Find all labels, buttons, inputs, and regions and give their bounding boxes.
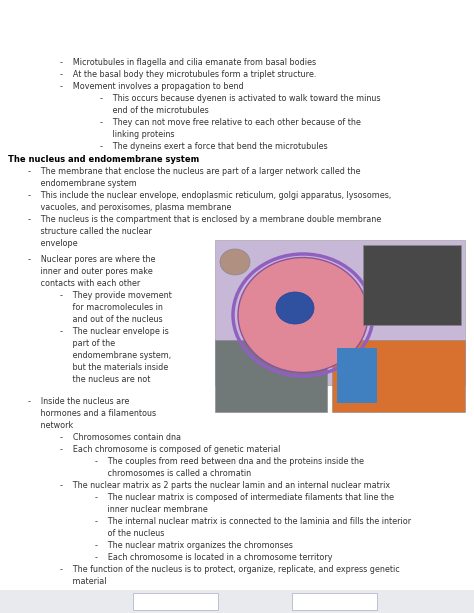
Text: material: material [60,577,107,586]
Text: inner nuclear membrane: inner nuclear membrane [95,505,208,514]
Ellipse shape [220,249,250,275]
Text: network: network [28,421,73,430]
Text: and out of the nucleus: and out of the nucleus [60,315,163,324]
FancyBboxPatch shape [292,593,377,610]
Text: end of the microtubules: end of the microtubules [100,106,209,115]
Text: -    The nucleus is the compartment that is enclosed by a membrane double membra: - The nucleus is the compartment that is… [28,215,381,224]
Text: -    The function of the nucleus is to protect, organize, replicate, and express: - The function of the nucleus is to prot… [60,565,400,574]
Bar [0,590,474,613]
Text: endomembrane system,: endomembrane system, [60,351,171,360]
Text: -    Each chromosome is located in a chromosome territory: - Each chromosome is located in a chromo… [95,553,332,562]
Text: but the materials inside: but the materials inside [60,363,168,372]
Bar [337,348,377,403]
Text: -    Microtubules in flagella and cilia emanate from basal bodies: - Microtubules in flagella and cilia ema… [60,58,316,67]
Text: -    Each chromosome is composed of genetic material: - Each chromosome is composed of genetic… [60,445,281,454]
Text: structure called the nuclear: structure called the nuclear [28,227,152,236]
Text: -    The nuclear matrix is composed of intermediate filaments that line the: - The nuclear matrix is composed of inte… [95,493,394,502]
Text: -    The membrane that enclose the nucleus are part of a larger network called t: - The membrane that enclose the nucleus … [28,167,361,176]
Text: -    The dyneins exert a force that bend the microtubules: - The dyneins exert a force that bend th… [100,142,328,151]
Text: linking proteins: linking proteins [100,130,174,139]
Text: the nucleus are not: the nucleus are not [60,375,150,384]
Text: -    The nuclear matrix organizes the chromonses: - The nuclear matrix organizes the chrom… [95,541,293,550]
Text: -    The internal nuclear matrix is connected to the laminia and fills the inter: - The internal nuclear matrix is connect… [95,517,411,526]
Text: The nucleus and endomembrane system: The nucleus and endomembrane system [8,155,199,164]
Text: -    Nuclear pores are where the: - Nuclear pores are where the [28,255,155,264]
Text: -    Chromosomes contain dna: - Chromosomes contain dna [60,433,181,442]
Bar [215,240,465,385]
Text: -    This include the nuclear envelope, endoplasmic reticulum, golgi apparatus, : - This include the nuclear envelope, end… [28,191,391,200]
Bar [215,340,327,412]
Text: -    The nuclear matrix as 2 parts the nuclear lamin and an internal nuclear mat: - The nuclear matrix as 2 parts the nucl… [60,481,390,490]
Text: chromosomes is called a chromatin: chromosomes is called a chromatin [95,469,251,478]
FancyBboxPatch shape [133,593,218,610]
Text: inner and outer pores make: inner and outer pores make [28,267,153,276]
Text: -    At the basal body they microtubules form a triplet structure.: - At the basal body they microtubules fo… [60,70,316,79]
Text: -    They can not move free relative to each other because of the: - They can not move free relative to eac… [100,118,361,127]
Ellipse shape [276,292,314,324]
Text: contacts with each other: contacts with each other [28,279,140,288]
Bar [363,245,461,325]
Text: vacuoles, and peroxisomes, plasma membrane: vacuoles, and peroxisomes, plasma membra… [28,203,231,212]
Text: -    The couples from reed between dna and the proteins inside the: - The couples from reed between dna and … [95,457,364,466]
Text: part of the: part of the [60,339,115,348]
Text: -    Inside the nucleus are: - Inside the nucleus are [28,397,129,406]
Ellipse shape [238,257,368,373]
Text: endomembrane system: endomembrane system [28,179,137,188]
Text: hormones and a filamentous: hormones and a filamentous [28,409,156,418]
Text: -    Movement involves a propagation to bend: - Movement involves a propagation to ben… [60,82,244,91]
Text: -    This occurs because dyenen is activated to walk toward the minus: - This occurs because dyenen is activate… [100,94,381,103]
Text: for macromolecules in: for macromolecules in [60,303,163,312]
Text: envelope: envelope [28,239,78,248]
Bar [332,340,465,412]
Text: -    The nuclear envelope is: - The nuclear envelope is [60,327,169,336]
Text: of the nucleus: of the nucleus [95,529,164,538]
Text: -    They provide movement: - They provide movement [60,291,172,300]
